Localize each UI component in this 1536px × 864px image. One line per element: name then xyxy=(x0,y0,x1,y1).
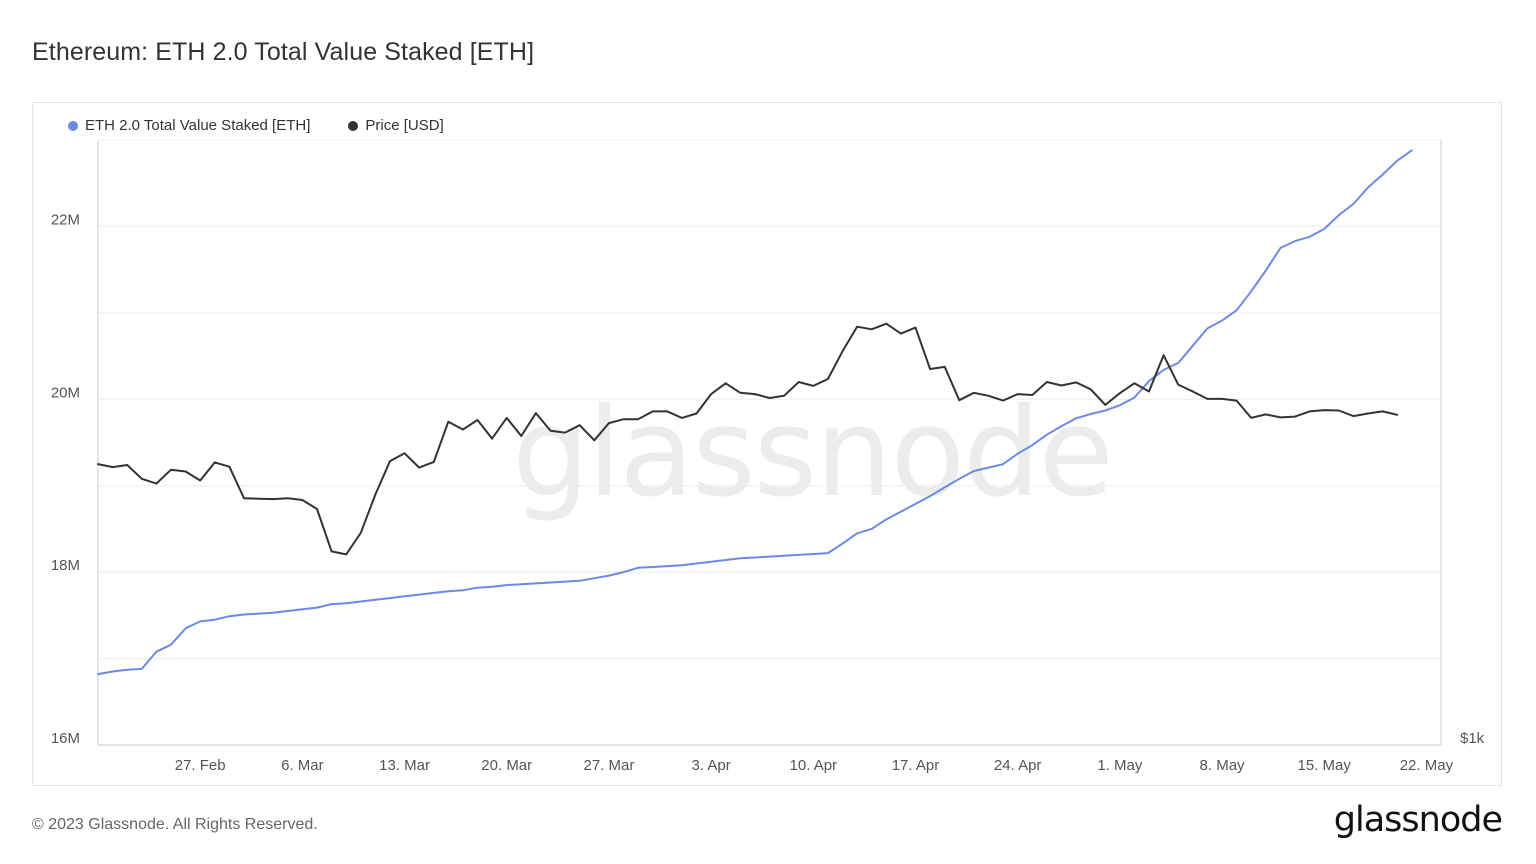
x-tick-label: 3. Apr xyxy=(692,757,731,774)
y-right-tick-label: $1k xyxy=(1460,730,1485,747)
x-tick-label: 24. Apr xyxy=(994,757,1042,774)
y-tick-label: 16M xyxy=(51,730,80,747)
copyright-notice: © 2023 Glassnode. All Rights Reserved. xyxy=(32,816,318,833)
x-tick-label: 20. Mar xyxy=(481,757,532,774)
y-tick-label: 18M xyxy=(51,557,80,574)
legend-dot-staked xyxy=(68,120,78,131)
x-tick-label: 17. Apr xyxy=(892,757,940,774)
chart-legend: ETH 2.0 Total Value Staked [ETH] Price [… xyxy=(68,117,444,134)
x-tick-label: 27. Feb xyxy=(175,757,226,774)
page-title: Ethereum: ETH 2.0 Total Value Staked [ET… xyxy=(32,38,535,66)
series-line-price xyxy=(97,322,1399,556)
legend-dot-price xyxy=(348,120,359,131)
series-line-staked xyxy=(97,149,1413,676)
glassnode-logo[interactable]: glassnode xyxy=(1333,800,1503,840)
legend-label-staked: ETH 2.0 Total Value Staked [ETH] xyxy=(85,117,311,134)
x-tick-label: 6. Mar xyxy=(281,757,324,774)
x-tick-label: 8. May xyxy=(1200,757,1246,774)
x-tick-label: 22. May xyxy=(1400,757,1454,774)
x-tick-label: 1. May xyxy=(1097,757,1143,774)
legend-item-staked[interactable]: ETH 2.0 Total Value Staked [ETH] xyxy=(68,117,310,134)
x-tick-label: 10. Apr xyxy=(790,757,838,774)
legend-item-price[interactable]: Price [USD] xyxy=(348,117,444,134)
x-tick-label: 13. Mar xyxy=(379,757,430,774)
legend-label-price: Price [USD] xyxy=(365,117,444,134)
y-tick-label: 20M xyxy=(51,384,80,401)
x-tick-label: 27. Mar xyxy=(583,757,634,774)
x-tick-label: 15. May xyxy=(1298,757,1352,774)
y-tick-label: 22M xyxy=(51,211,80,228)
chart-panel xyxy=(32,102,1502,786)
